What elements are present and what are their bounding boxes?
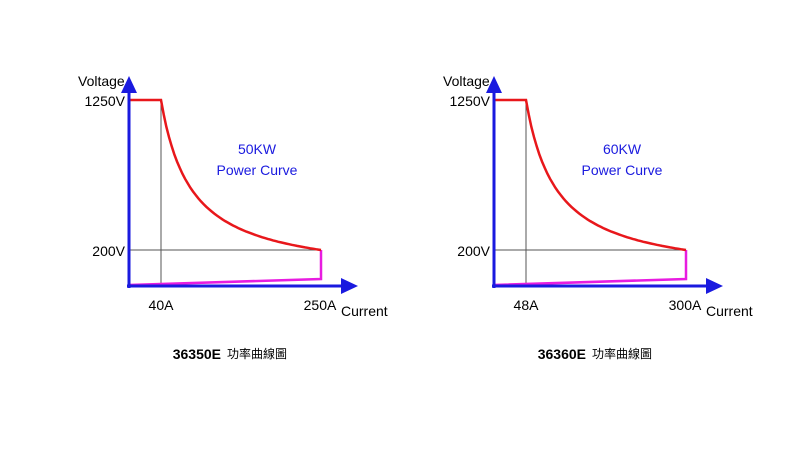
curve-annotation-power: 60KW [603, 141, 642, 157]
caption-title: 功率曲線圖 [592, 346, 652, 361]
low-voltage-line [493, 250, 688, 287]
y-axis-arrow [486, 76, 502, 93]
v-min-label: 200V [92, 243, 125, 259]
caption-title: 功率曲線圖 [227, 346, 287, 361]
i-max-label: 250A [304, 297, 337, 313]
y-axis-label: Voltage [78, 73, 125, 89]
panel-36360e: Voltage 1250V 200V 48A 300A Current 60KW… [443, 73, 753, 362]
low-voltage-line [128, 250, 323, 287]
caption-model: 36360E [538, 346, 586, 362]
i-knee-label: 48A [514, 297, 540, 313]
power-curve [494, 98, 687, 252]
v-max-label: 1250V [450, 93, 491, 109]
v-min-label: 200V [457, 243, 490, 259]
panel-36350e: Voltage 1250V 200V 40A 250A Current 50KW… [78, 73, 388, 362]
x-axis-label: Current [706, 303, 753, 319]
curve-annotation-title: Power Curve [582, 162, 663, 178]
v-max-label: 1250V [85, 93, 126, 109]
i-knee-label: 40A [149, 297, 175, 313]
x-axis-arrow [341, 278, 358, 294]
x-axis-label: Current [341, 303, 388, 319]
curve-annotation-title: Power Curve [217, 162, 298, 178]
i-max-label: 300A [669, 297, 702, 313]
curve-annotation-power: 50KW [238, 141, 277, 157]
y-axis-arrow [121, 76, 137, 93]
y-axis-label: Voltage [443, 73, 490, 89]
power-curve [129, 98, 322, 252]
caption-model: 36350E [173, 346, 221, 362]
x-axis-arrow [706, 278, 723, 294]
